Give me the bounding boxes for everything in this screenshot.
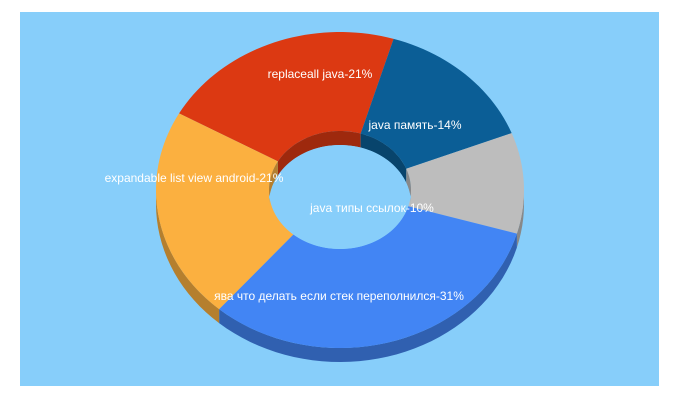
- slice-inner-wall-5: [269, 161, 278, 204]
- slice-label-4: ява что делать если стек переполнился-31…: [214, 289, 464, 303]
- slice-wall-3: [516, 190, 524, 248]
- donut-chart: replaceall java-21% java память-14% java т…: [105, 32, 524, 362]
- donut-side-walls: [156, 190, 524, 362]
- slice-wall-5: [156, 190, 220, 324]
- slice-5[interactable]: [156, 113, 294, 310]
- slice-1[interactable]: [179, 32, 394, 162]
- slice-wall-4: [219, 233, 517, 362]
- slice-label-1: replaceall java-21%: [268, 67, 373, 81]
- slice-label-5: expandable list view android-21%: [105, 171, 284, 185]
- slice-inner-wall-3: [406, 168, 411, 204]
- slice-inner-wall-1: [277, 131, 361, 176]
- slice-3[interactable]: [406, 133, 524, 234]
- slice-4[interactable]: [219, 206, 517, 348]
- slice-inner-wall-2: [360, 133, 407, 183]
- slice-label-3: java типы ссылок-10%: [309, 201, 434, 215]
- slice-label-2: java память-14%: [367, 118, 461, 132]
- donut-hole: [269, 131, 411, 249]
- donut-hole-fill: [269, 145, 411, 249]
- donut-top: [156, 32, 524, 348]
- slice-labels: replaceall java-21% java память-14% java т…: [105, 67, 465, 303]
- slice-2[interactable]: [360, 38, 512, 169]
- chart-panel: replaceall java-21% java память-14% java т…: [20, 12, 659, 386]
